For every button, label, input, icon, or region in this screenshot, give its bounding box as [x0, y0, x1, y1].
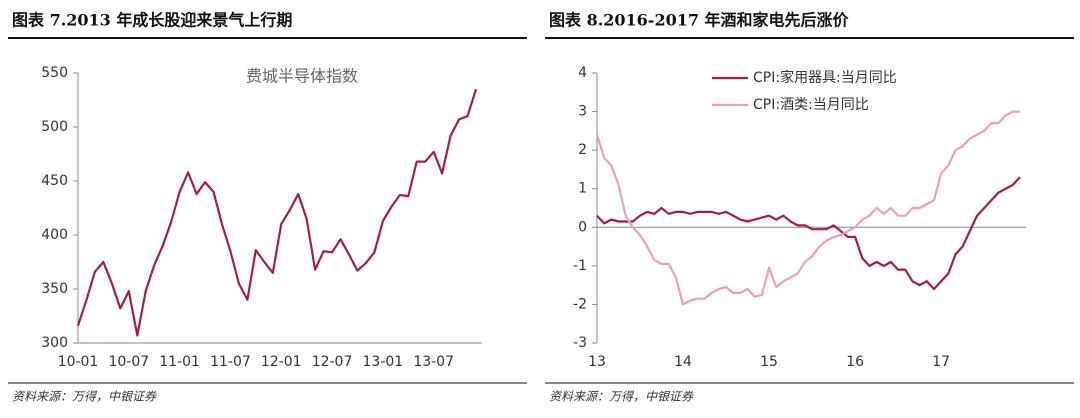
x-tick-label: 12-01: [261, 354, 302, 370]
x-tick-label: 10-01: [58, 354, 99, 370]
y-tick-label: 0: [578, 219, 587, 235]
y-tick-label: -2: [573, 296, 587, 312]
legend-label: CPI:家用器具:当月同比: [753, 69, 897, 86]
x-tick-label: 15: [760, 354, 778, 370]
x-tick-label: 13: [588, 354, 606, 370]
x-tick-label: 13-07: [413, 354, 454, 370]
x-tick-label: 11-07: [210, 354, 251, 370]
y-tick-label: -3: [573, 335, 587, 351]
data-line: [76, 88, 478, 337]
y-tick-label: 3: [578, 104, 587, 120]
y-tick-label: 550: [41, 65, 68, 81]
y-tick-label: 2: [578, 142, 587, 158]
x-tick-label: 12-07: [312, 354, 353, 370]
x-tick-label: 10-07: [108, 354, 149, 370]
legend-label: 费城半导体指数: [246, 67, 358, 86]
chart-title: 图表 8.2016-2017 年酒和家电先后涨价: [549, 11, 850, 30]
source-note: 资料来源：万得，中银证券: [549, 390, 694, 404]
chart-title: 图表 7.2013 年成长股迎来景气上行期: [12, 11, 292, 30]
data-line: [595, 110, 1020, 306]
legend-label: CPI:酒类:当月同比: [753, 97, 869, 113]
y-tick-label: -1: [573, 258, 587, 274]
y-tick-label: 400: [41, 227, 68, 243]
y-tick-label: 4: [578, 65, 587, 81]
x-tick-label: 14: [674, 354, 692, 370]
x-tick-label: 13-01: [363, 354, 404, 370]
x-tick-label: 17: [932, 354, 950, 370]
y-tick-label: 300: [41, 335, 68, 351]
x-tick-label: 16: [846, 354, 864, 370]
data-line: [596, 176, 1021, 291]
y-tick-label: 450: [41, 173, 68, 189]
y-tick-label: 350: [41, 281, 68, 297]
source-note: 资料来源：万得，中银证券: [12, 390, 157, 404]
x-tick-label: 11-01: [159, 354, 200, 370]
y-tick-label: 1: [578, 181, 587, 197]
y-tick-label: 500: [41, 119, 68, 135]
